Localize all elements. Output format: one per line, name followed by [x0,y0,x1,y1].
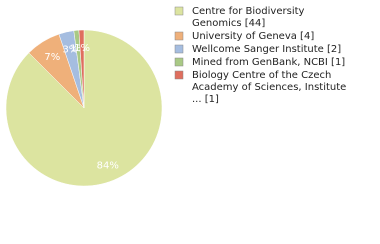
legend-label: Centre for Biodiversity Genomics [44] [192,6,308,29]
legend-swatch [174,6,184,16]
slice-label: 3% [62,45,78,56]
legend-line: Centre for Biodiversity [192,6,308,17]
legend-line: ... [1] [192,94,219,105]
slice-label: 1% [70,43,86,54]
slice-label: 7% [44,52,60,63]
legend-swatch [174,31,184,41]
legend-label: Mined from GenBank, NCBI [1] [192,57,345,68]
legend-line: Wellcome Sanger Institute [2] [192,44,341,55]
legend-swatch [174,70,184,80]
legend-line: Biology Centre of the Czech [192,70,335,81]
legend-label: University of Geneva [4] [192,31,314,42]
legend-line: Academy of Sciences, Institute [192,82,350,93]
legend-line: Genomics [44] [192,18,265,29]
legend-label: Biology Centre of the Czech Academy of S… [192,70,350,105]
legend-line: Mined from GenBank, NCBI [1] [192,57,345,68]
slice-label: 1% [74,43,90,54]
legend-label: Wellcome Sanger Institute [2] [192,44,341,55]
legend-line: University of Geneva [4] [192,31,314,42]
legend-swatch [174,57,184,67]
slice-label: 84% [97,160,119,171]
pie-slice [78,29,85,109]
legend-swatch [174,44,184,54]
